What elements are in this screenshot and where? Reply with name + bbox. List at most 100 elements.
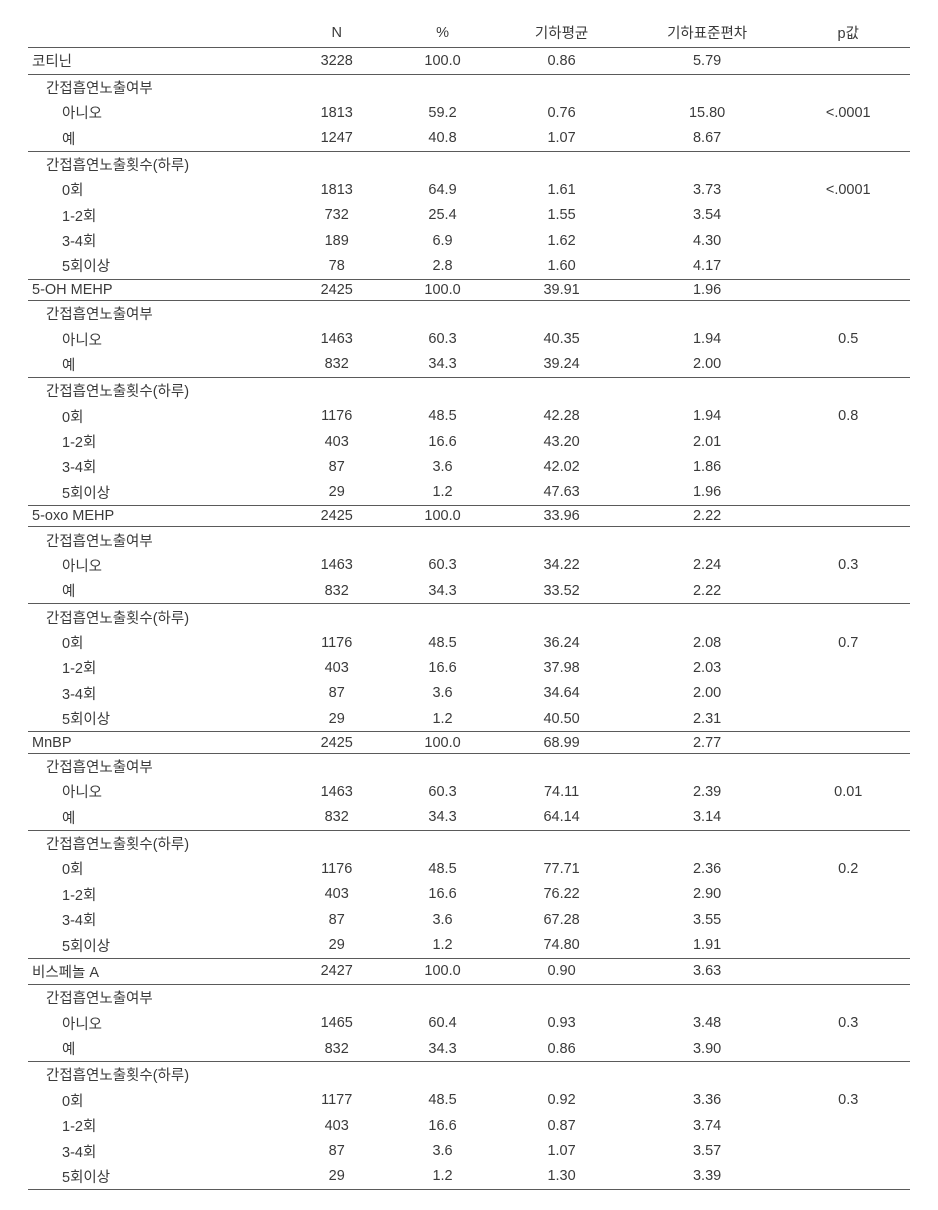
row-label: 예	[28, 1036, 284, 1062]
cell-gm: 74.11	[495, 779, 627, 804]
cell-n: 403	[284, 1113, 390, 1138]
cell-p	[786, 732, 910, 753]
cell-p	[786, 352, 910, 378]
cell-pct: 40.8	[390, 125, 496, 151]
cell-gm: 39.24	[495, 352, 627, 378]
cell-gsd: 3.48	[628, 1010, 787, 1035]
cell-gsd	[628, 1062, 787, 1088]
header-gsd: 기하표준편차	[628, 20, 787, 48]
cell-p	[786, 985, 910, 1011]
subgroup-row: 예83234.30.863.90	[28, 1036, 910, 1062]
row-label: 0회	[28, 177, 284, 202]
cell-gsd: 5.79	[628, 48, 787, 74]
cell-gsd: 2.77	[628, 732, 787, 753]
row-label: 0회	[28, 1088, 284, 1113]
row-label: 예	[28, 125, 284, 151]
cell-gsd: 2.22	[628, 505, 787, 526]
row-label: 3-4회	[28, 907, 284, 932]
header-pct: %	[390, 20, 496, 48]
row-label: 3-4회	[28, 681, 284, 706]
header-gm: 기하평균	[495, 20, 627, 48]
cell-pct	[390, 74, 496, 100]
cell-pct	[390, 378, 496, 404]
cell-pct: 100.0	[390, 958, 496, 984]
cell-p	[786, 1036, 910, 1062]
cell-gm: 0.86	[495, 48, 627, 74]
cell-gm: 39.91	[495, 279, 627, 300]
cell-p	[786, 279, 910, 300]
cell-gsd: 2.00	[628, 681, 787, 706]
cell-pct: 25.4	[390, 202, 496, 227]
cell-gm: 34.22	[495, 553, 627, 578]
cell-p	[786, 753, 910, 779]
cell-pct: 6.9	[390, 228, 496, 253]
cell-p: 0.01	[786, 779, 910, 804]
row-label: 예	[28, 352, 284, 378]
cell-p	[786, 1113, 910, 1138]
cell-gm	[495, 527, 627, 553]
cell-p	[786, 505, 910, 526]
cell-n: 3228	[284, 48, 390, 74]
subgroup-row: 0회181364.91.613.73<.0001	[28, 177, 910, 202]
cell-p	[786, 300, 910, 326]
subgroup-row: 1-2회40316.643.202.01	[28, 429, 910, 454]
cell-gm: 1.07	[495, 125, 627, 151]
cell-pct: 64.9	[390, 177, 496, 202]
cell-p	[786, 655, 910, 680]
row-label: 0회	[28, 856, 284, 881]
cell-p	[786, 429, 910, 454]
cell-gm: 40.50	[495, 706, 627, 732]
cell-pct: 16.6	[390, 429, 496, 454]
cell-gm: 76.22	[495, 882, 627, 907]
cell-pct: 100.0	[390, 732, 496, 753]
cell-gm	[495, 300, 627, 326]
cell-gm: 33.96	[495, 505, 627, 526]
cell-n: 403	[284, 655, 390, 680]
subgroup-row: 3-4회873.634.642.00	[28, 681, 910, 706]
cell-n	[284, 830, 390, 856]
cell-gm: 64.14	[495, 804, 627, 830]
cell-gsd: 3.74	[628, 1113, 787, 1138]
cell-pct: 60.3	[390, 326, 496, 351]
cell-gsd	[628, 604, 787, 630]
cell-pct	[390, 830, 496, 856]
cell-pct: 3.6	[390, 1138, 496, 1163]
cell-p	[786, 125, 910, 151]
subgroup-row: 아니오146560.40.933.480.3	[28, 1010, 910, 1035]
subgroup-header: 간접흡연노출여부	[28, 753, 910, 779]
cell-pct: 48.5	[390, 856, 496, 881]
cell-gsd: 3.55	[628, 907, 787, 932]
cell-p: <.0001	[786, 100, 910, 125]
cell-gm: 77.71	[495, 856, 627, 881]
subgroup-row: 아니오146360.340.351.940.5	[28, 326, 910, 351]
cell-gm: 42.02	[495, 454, 627, 479]
row-label: 1-2회	[28, 202, 284, 227]
cell-gm	[495, 378, 627, 404]
cell-gm: 0.87	[495, 1113, 627, 1138]
row-label: 간접흡연노출횟수(하루)	[28, 830, 284, 856]
cell-gm	[495, 830, 627, 856]
cell-gsd: 15.80	[628, 100, 787, 125]
cell-n: 1176	[284, 630, 390, 655]
cell-p	[786, 378, 910, 404]
header-n: N	[284, 20, 390, 48]
cell-gm: 47.63	[495, 480, 627, 506]
cell-pct: 34.3	[390, 578, 496, 604]
cell-p	[786, 804, 910, 830]
cell-n: 1177	[284, 1088, 390, 1113]
cell-gm: 34.64	[495, 681, 627, 706]
cell-n: 1813	[284, 177, 390, 202]
cell-pct	[390, 1062, 496, 1088]
cell-pct: 100.0	[390, 48, 496, 74]
row-label: 예	[28, 804, 284, 830]
subgroup-row: 아니오146360.374.112.390.01	[28, 779, 910, 804]
cell-n: 29	[284, 480, 390, 506]
cell-gm	[495, 74, 627, 100]
cell-n: 2425	[284, 505, 390, 526]
cell-p	[786, 480, 910, 506]
cell-p	[786, 604, 910, 630]
subgroup-row: 5회이상291.240.502.31	[28, 706, 910, 732]
cell-pct: 16.6	[390, 655, 496, 680]
cell-gsd	[628, 300, 787, 326]
row-label: 3-4회	[28, 1138, 284, 1163]
